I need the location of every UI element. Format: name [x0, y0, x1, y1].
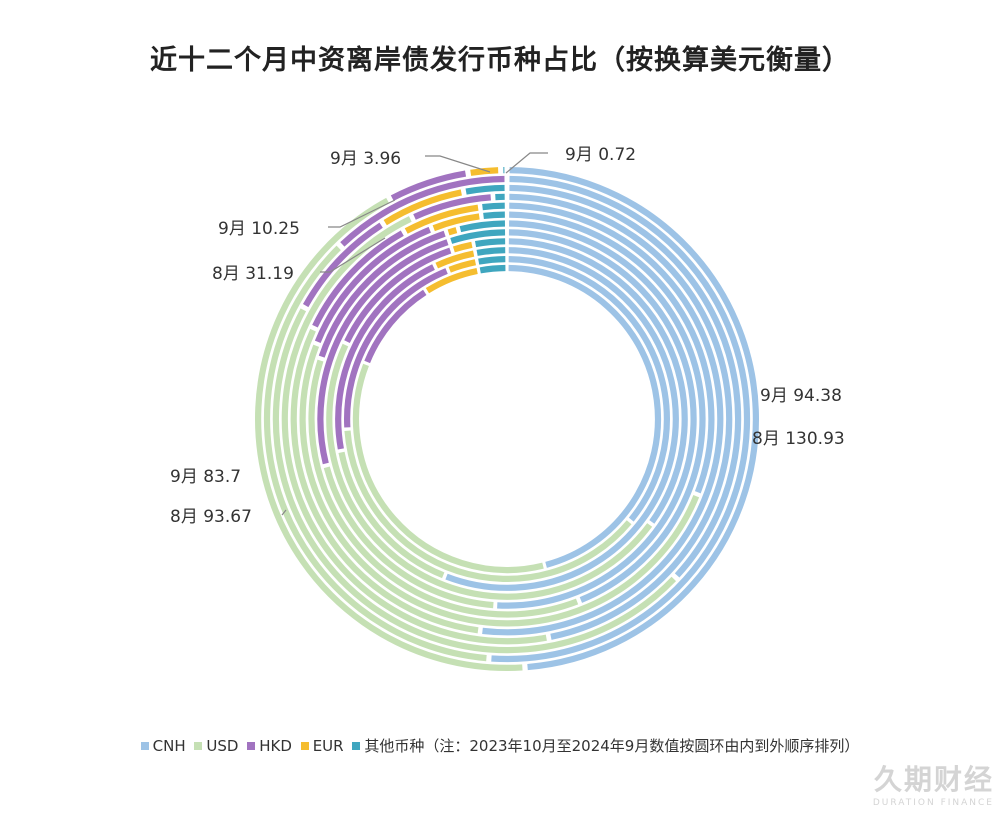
- ring-segment-2024年9月-EUR: [470, 167, 499, 176]
- ring-segment-2024年6月-CNH: [509, 193, 733, 640]
- ring-segment-2023年12月-EUR: [435, 250, 475, 269]
- ring-segment-2024年7月-其他币种: [465, 184, 505, 195]
- legend-swatch: [300, 742, 309, 750]
- ring-segment-2024年6月-USD: [281, 216, 547, 645]
- ring-segment-2024年9月-USD: [255, 197, 523, 671]
- ring-segment-2024年9月-CNH: [509, 167, 759, 671]
- legend-item-cnh[interactable]: CNH: [140, 737, 186, 755]
- ring-segment-2024年9月-HKD: [390, 170, 467, 201]
- ring-segment-2023年10月-CNH: [508, 264, 662, 568]
- label-sep-eur: 9月 3.96: [330, 149, 401, 169]
- ring-segment-2023年12月-HKD: [335, 264, 435, 450]
- leader-aug-hkd: [320, 237, 386, 273]
- ring-segment-2024年4月-CNH: [509, 211, 715, 494]
- ring-segment-2024年7月-CNH: [509, 184, 742, 578]
- legend-item-usd[interactable]: USD: [194, 737, 238, 755]
- label-sep-cnh: 9月 94.38: [760, 386, 842, 406]
- ring-segment-2024年1月-USD: [326, 343, 653, 600]
- label-aug-usd: 8月 93.67: [170, 507, 252, 527]
- rings: [255, 167, 759, 671]
- ring-segment-2023年12月-其他币种: [476, 247, 506, 256]
- ring-segment-2023年11月-USD: [344, 430, 632, 582]
- label-sep-usd: 9月 83.7: [170, 467, 241, 487]
- ring-segment-2023年10月-USD: [352, 363, 544, 574]
- leader-sep-other: [505, 152, 548, 174]
- ring-segment-2024年5月-HKD: [312, 230, 404, 328]
- ring-segment-2024年3月-CNH: [509, 220, 706, 603]
- ring-segment-2024年1月-HKD: [344, 247, 452, 344]
- leader-aug-usd: [281, 509, 287, 516]
- legend-item-other[interactable]: 其他币种（注：2023年10月至2024年9月数值按圆环由内到外顺序排列）: [352, 735, 859, 756]
- ring-segment-2024年3月-HKD: [318, 230, 446, 358]
- ring-segment-2024年2月-USD: [323, 466, 494, 609]
- legend-swatch: [194, 742, 203, 750]
- ring-segment-2024年3月-USD: [308, 359, 579, 618]
- legend: CNH USD HKD EUR 其他币种（注：2023年10月至2024年9月数…: [0, 735, 1000, 756]
- ring-segment-2023年12月-CNH: [445, 247, 679, 591]
- label-sep-other: 9月 0.72: [565, 145, 636, 165]
- ring-segment-2024年2月-CNH: [497, 229, 697, 609]
- donut-chart: 9月 0.72 9月 3.96 9月 10.25 8月 31.19 9月 94.…: [170, 145, 845, 671]
- ring-segment-2024年7月-HKD: [302, 222, 383, 308]
- ring-segment-2024年3月-其他币种: [459, 220, 506, 233]
- legend-swatch: [352, 742, 361, 750]
- watermark-logo: 久期财经 DURATION FINANCE: [872, 763, 994, 808]
- ring-segment-2024年5月-EUR: [404, 204, 479, 234]
- leader-lines: [281, 152, 548, 516]
- ring-segment-2023年10月-HKD: [364, 289, 427, 364]
- ring-segment-2024年2月-HKD: [317, 239, 449, 465]
- ring-segment-2023年10月-其他币种: [479, 264, 506, 274]
- ring-segment-2024年6月-HKD: [413, 194, 491, 220]
- ring-segment-2024年2月-其他币种: [450, 229, 506, 244]
- ring-segment-2024年1月-EUR: [452, 241, 473, 253]
- leader-sep-hkd: [328, 199, 396, 228]
- label-aug-cnh: 8月 130.93: [752, 429, 845, 449]
- label-aug-hkd: 8月 31.19: [212, 264, 294, 284]
- ring-segment-2023年10月-EUR: [425, 267, 478, 294]
- legend-swatch: [247, 742, 256, 750]
- legend-item-eur[interactable]: EUR: [300, 737, 344, 755]
- ring-segment-2024年8月-USD: [263, 245, 487, 662]
- ring-segment-2024年4月-HKD: [314, 226, 431, 343]
- ring-segment-2024年3月-EUR: [447, 227, 458, 236]
- ring-segment-2024年4月-其他币种: [483, 211, 505, 220]
- ring-segment-2023年11月-EUR: [448, 259, 477, 273]
- ring-segment-2024年4月-EUR: [432, 213, 480, 232]
- ring-segment-2024年4月-USD: [299, 344, 700, 627]
- legend-swatch: [140, 742, 149, 750]
- legend-item-hkd[interactable]: HKD: [247, 737, 292, 755]
- ring-segment-2024年7月-EUR: [383, 189, 462, 226]
- chart-title: 近十二个月中资离岸债发行币种占比（按换算美元衡量）: [150, 45, 850, 76]
- ring-segment-2024年1月-CNH: [508, 238, 688, 524]
- ring-segment-2023年11月-其他币种: [478, 256, 506, 265]
- ring-segment-2023年11月-CNH: [508, 256, 670, 522]
- ring-segment-2024年5月-USD: [290, 328, 479, 634]
- ring-segment-2024年5月-其他币种: [482, 202, 505, 211]
- ring-segment-2024年8月-HKD: [340, 175, 505, 247]
- ring-segment-2023年12月-USD: [338, 451, 445, 579]
- ring-segment-2023年11月-HKD: [344, 268, 448, 428]
- label-sep-hkd: 9月 10.25: [218, 219, 300, 239]
- ring-segment-2024年8月-CNH: [491, 175, 751, 663]
- ring-segment-2024年5月-CNH: [482, 202, 724, 636]
- leader-sep-eur: [425, 155, 491, 173]
- ring-segment-2024年7月-USD: [272, 308, 677, 654]
- ring-segment-2024年1月-其他币种: [474, 238, 506, 248]
